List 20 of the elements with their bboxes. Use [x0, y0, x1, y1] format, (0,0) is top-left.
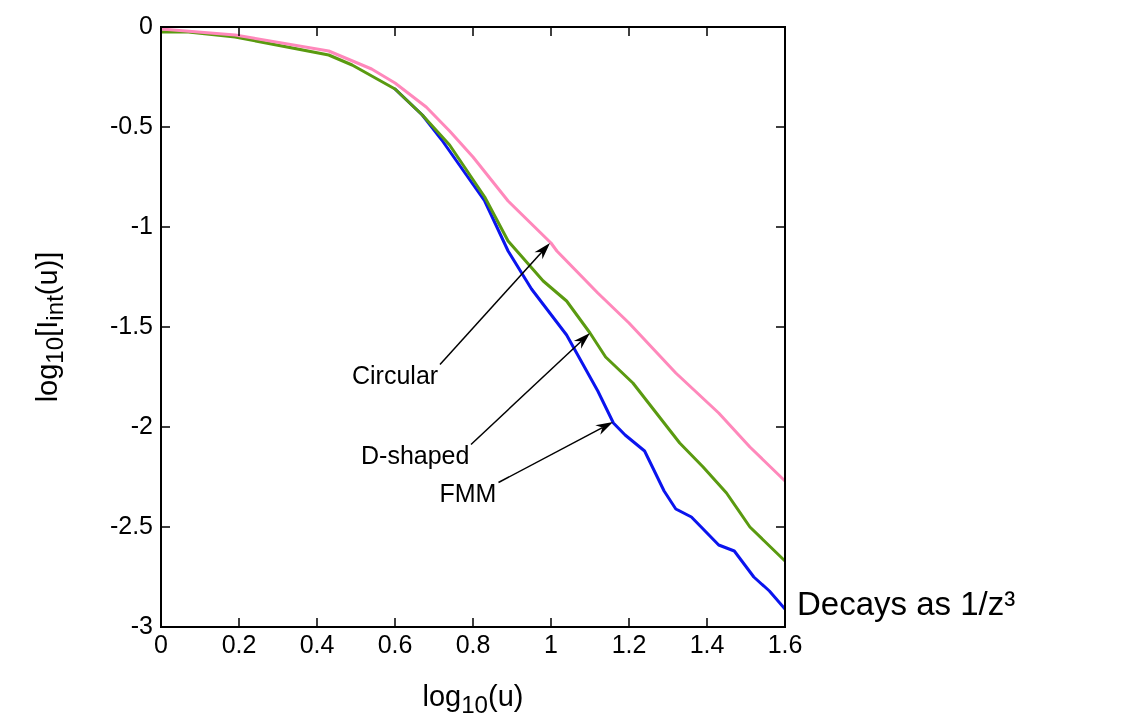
y-tick-label: -1	[130, 210, 153, 239]
annotation: FMM	[439, 478, 497, 508]
y-tick-label: -1.5	[109, 310, 153, 339]
x-tick-label: 0.4	[299, 629, 335, 658]
y-tick-label: -2.5	[109, 510, 153, 539]
text: Decays as 1/z³	[797, 585, 1016, 623]
annotation: Circular	[352, 360, 439, 390]
x-tick-label: 0.8	[455, 629, 491, 658]
y-tick-label: -3	[130, 610, 153, 639]
x-tick-label: 1	[544, 629, 558, 658]
y-tick-label: -0.5	[109, 110, 153, 139]
x-axis-title: log$_{10}$(u)	[422, 680, 524, 719]
x-tick-label: 0.2	[221, 629, 257, 658]
x-tick-label: 1.6	[767, 629, 803, 658]
x-tick-label: 1.2	[611, 629, 647, 658]
annotation: D-shaped	[361, 440, 470, 470]
y-tick-label: -2	[130, 410, 153, 439]
y-tick-label: 0	[139, 10, 153, 39]
x-tick-label: 0.6	[377, 629, 413, 658]
x-tick-label: 1.4	[689, 629, 725, 658]
